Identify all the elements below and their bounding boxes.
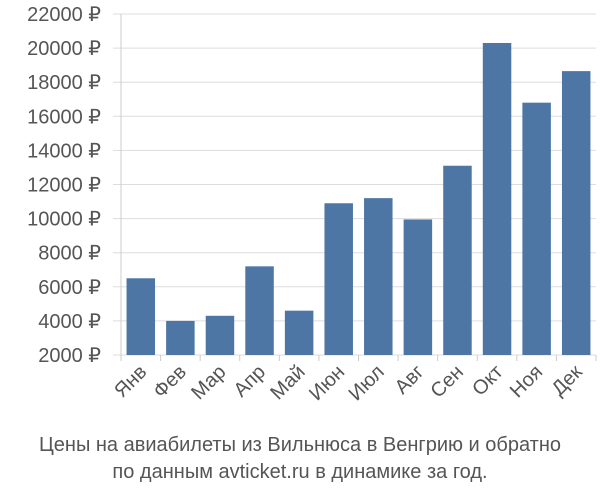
x-tick-label: Апр — [230, 361, 271, 402]
x-tick-label: Окт — [468, 361, 507, 400]
y-tick-label: 6000 ₽ — [38, 277, 101, 299]
y-tick-label: 12000 ₽ — [27, 175, 101, 197]
x-tick-label: Мар — [187, 361, 230, 404]
bar — [284, 310, 314, 355]
bar — [443, 165, 472, 355]
chart-caption-line-2: по данным avticket.ru в динамике за год. — [112, 461, 488, 483]
bar — [324, 203, 353, 355]
bar — [126, 278, 156, 355]
bar — [205, 315, 235, 355]
y-tick-label: 18000 ₽ — [27, 72, 101, 94]
y-tick-label: 4000 ₽ — [38, 311, 101, 333]
bar — [166, 320, 195, 355]
y-tick-label: 22000 ₽ — [27, 4, 101, 26]
x-tick-label: Сен — [427, 361, 468, 402]
bar — [364, 198, 393, 355]
y-tick-label: 10000 ₽ — [27, 209, 101, 231]
bar — [403, 219, 433, 355]
x-tick-label: Май — [266, 361, 309, 404]
x-tick-label: Янв — [110, 361, 151, 402]
y-axis: 2000 ₽ 4000 ₽ 6000 ₽ 8000 ₽ 10000 ₽ 12000 ₽ 14… — [27, 4, 122, 367]
y-tick-label: 2000 ₽ — [38, 345, 101, 367]
bars — [126, 42, 591, 356]
chart-caption-line-1: Цены на авиабилеты из Вильнюса в Венгрию… — [38, 434, 561, 456]
bar — [482, 42, 512, 356]
x-tick-label: Дек — [548, 361, 587, 400]
x-tick-label: Июн — [305, 361, 349, 405]
x-tick-label: Фев — [149, 361, 191, 403]
y-tick-label: 16000 ₽ — [27, 106, 101, 128]
x-tick-label: Июл — [345, 361, 389, 405]
bar — [561, 71, 591, 356]
y-tick-label: 8000 ₽ — [38, 243, 101, 265]
x-tick-label: Ноя — [506, 361, 547, 402]
bar-chart: 2000 ₽ 4000 ₽ 6000 ₽ 8000 ₽ 10000 ₽ 12000 ₽ 14… — [27, 4, 597, 405]
x-tick-label: Авг — [391, 361, 429, 399]
y-tick-label: 20000 ₽ — [27, 38, 101, 60]
y-tick-label: 14000 ₽ — [27, 140, 101, 162]
bar — [522, 102, 551, 355]
bar — [245, 266, 274, 355]
